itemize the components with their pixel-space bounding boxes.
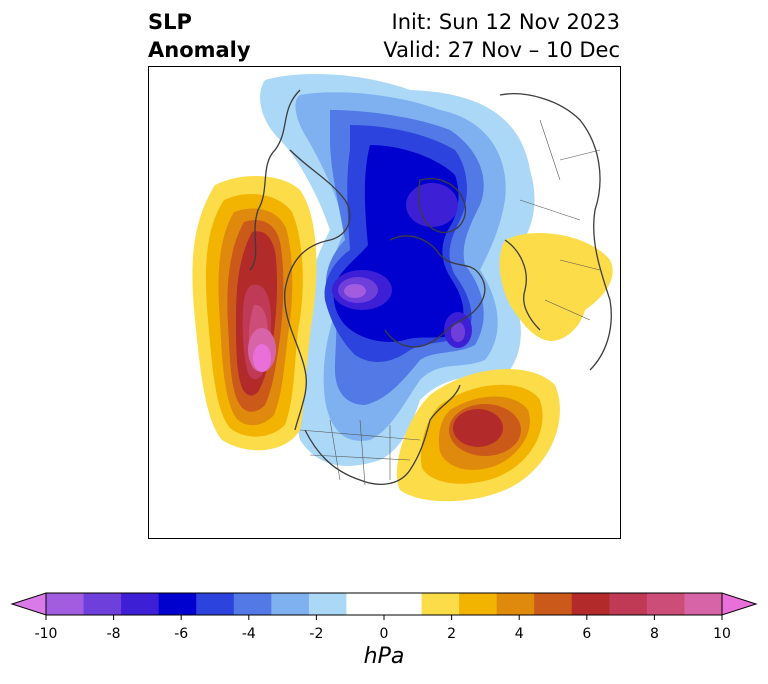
coastline-europe bbox=[499, 93, 612, 371]
colorbar-swatch bbox=[384, 593, 423, 615]
colorbar-swatch bbox=[233, 593, 272, 615]
colorbar-unit: hPa bbox=[363, 644, 405, 669]
colorbar-swatch bbox=[346, 593, 385, 615]
colorbar-tick-label: 4 bbox=[515, 626, 524, 640]
colorbar-swatch bbox=[496, 593, 535, 615]
colorbar-swatch bbox=[421, 593, 460, 615]
colorbar-swatch bbox=[684, 593, 723, 615]
colorbar-swatch bbox=[609, 593, 648, 615]
colorbar-tick-label: 0 bbox=[380, 626, 389, 640]
init-date: Init: Sun 12 Nov 2023 bbox=[391, 10, 620, 34]
colorbar-swatches bbox=[10, 592, 758, 616]
date-info: Init: Sun 12 Nov 2023 Valid: 27 Nov – 10… bbox=[383, 8, 620, 64]
anomaly-contour-minus-7-east bbox=[451, 322, 465, 342]
colorbar-tick-label: -4 bbox=[242, 626, 256, 640]
colorbar-tick-label: -10 bbox=[35, 626, 58, 640]
coastlines bbox=[249, 89, 612, 485]
atlantic-high-anomaly bbox=[396, 368, 560, 502]
valid-range: Valid: 27 Nov – 10 Dec bbox=[383, 38, 620, 62]
anomaly-contour-plus-9 bbox=[253, 344, 271, 372]
colorbar-tick-label: -8 bbox=[107, 626, 121, 640]
title-line-2: Anomaly bbox=[148, 38, 251, 62]
colorbar-swatch bbox=[308, 593, 347, 615]
colorbar-tick-label: 8 bbox=[650, 626, 659, 640]
negative-anomaly-region bbox=[260, 74, 535, 466]
colorbar-tick-label: 10 bbox=[713, 626, 731, 640]
colorbar-tick-label: 2 bbox=[447, 626, 456, 640]
political-borders bbox=[299, 119, 601, 486]
coastline-scandinavia bbox=[504, 239, 541, 331]
anomaly-contour-minus-8 bbox=[344, 284, 366, 298]
coastline-alaska bbox=[284, 149, 351, 431]
colorbar-tick-label: -6 bbox=[174, 626, 188, 640]
map-title: SLP Anomaly bbox=[148, 8, 251, 64]
colorbar: -10 -8 -6 -4 -2 0 2 4 6 8 10 bbox=[10, 592, 758, 640]
colorbar-swatch bbox=[459, 593, 498, 615]
borders-usa bbox=[299, 419, 421, 486]
colorbar-swatch bbox=[83, 593, 122, 615]
coastline-greenland bbox=[418, 178, 467, 234]
map-frame bbox=[148, 66, 621, 539]
colorbar-ticks: -10 -8 -6 -4 -2 0 2 4 6 8 10 bbox=[35, 615, 731, 640]
slp-anomaly-map bbox=[148, 66, 621, 539]
colorbar-under-extension bbox=[10, 592, 47, 616]
atlantic-contour-plus-5 bbox=[453, 409, 503, 447]
colorbar-swatch bbox=[46, 593, 85, 615]
title-line-1: SLP bbox=[148, 10, 192, 34]
coastline-hudson-bay bbox=[384, 235, 486, 348]
colorbar-over-extension bbox=[721, 592, 758, 616]
colorbar-tick-label: 6 bbox=[582, 626, 591, 640]
colorbar-swatch bbox=[271, 593, 310, 615]
pacific-high-anomaly bbox=[192, 175, 317, 451]
coastline-north-america bbox=[304, 384, 461, 485]
colorbar-swatch bbox=[534, 593, 573, 615]
colorbar-swatch bbox=[158, 593, 197, 615]
colorbar-swatch bbox=[196, 593, 235, 615]
colorbar-swatch bbox=[571, 593, 610, 615]
colorbar-swatch bbox=[646, 593, 685, 615]
borders-europe bbox=[519, 119, 601, 321]
colorbar-swatch bbox=[121, 593, 160, 615]
coastline-asia bbox=[249, 89, 301, 271]
anomaly-contour-minus-6-north bbox=[406, 183, 458, 227]
colorbar-tick-label: -2 bbox=[309, 626, 323, 640]
